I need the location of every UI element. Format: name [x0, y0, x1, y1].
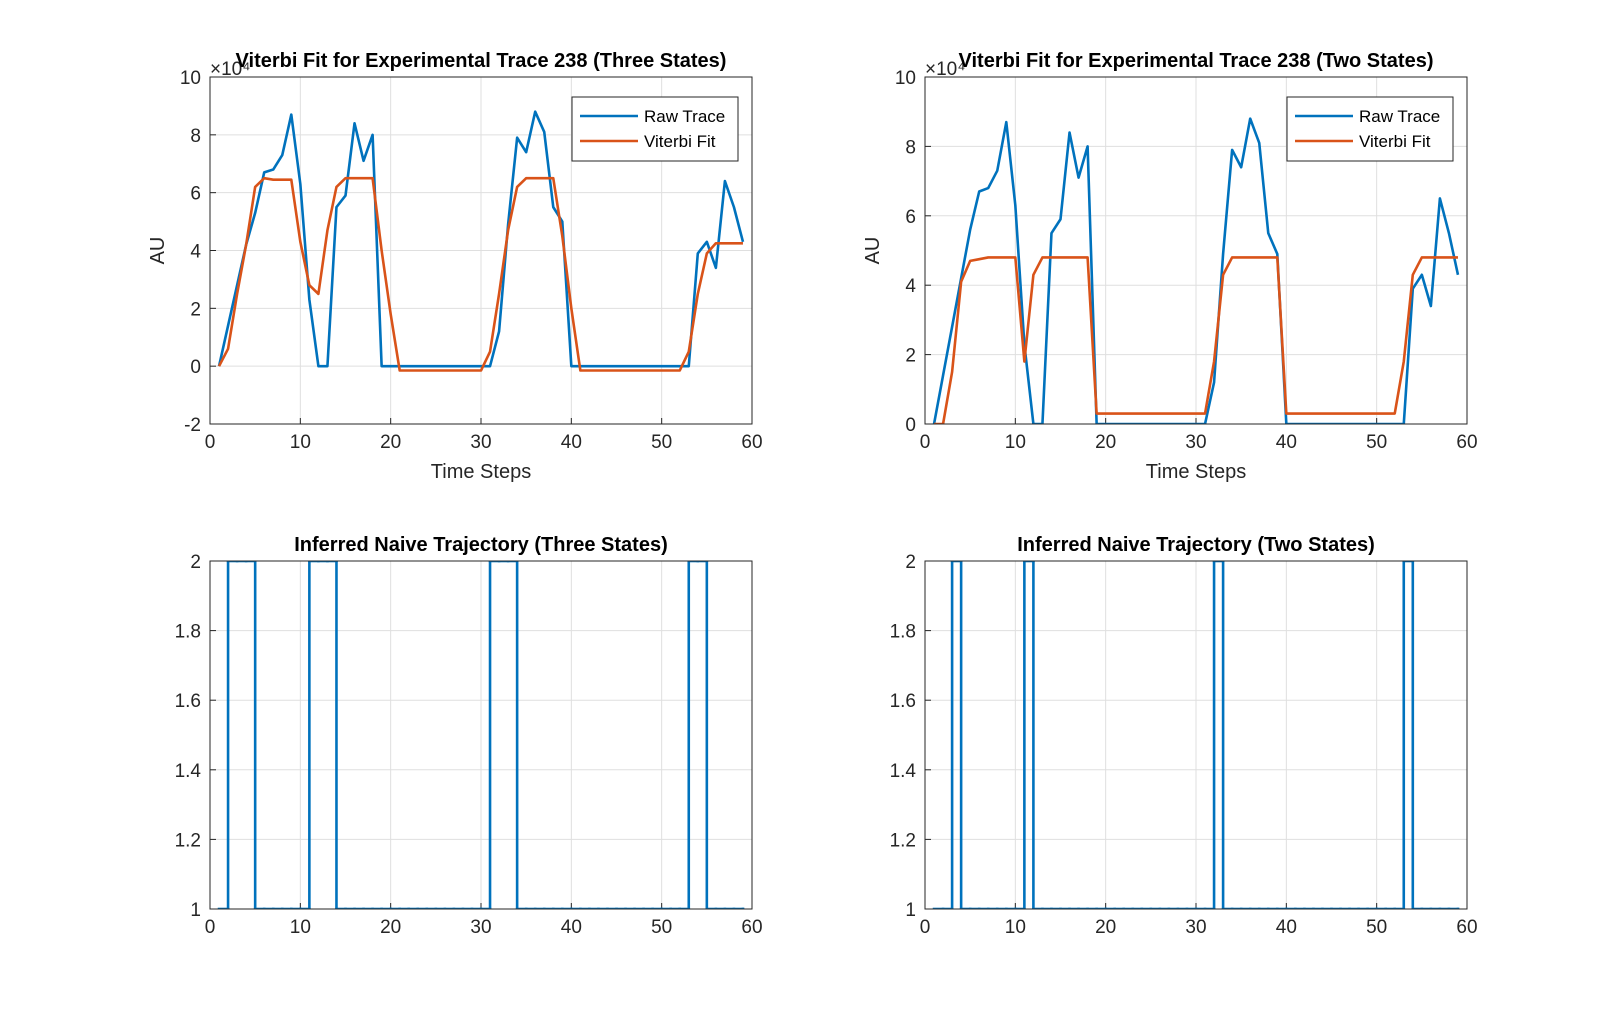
legend-label: Viterbi Fit [644, 132, 716, 151]
x-tick-label: 30 [470, 917, 491, 938]
y-axis-label: AU [147, 237, 169, 265]
x-tick-label: 0 [205, 917, 216, 938]
plot-area [217, 110, 745, 372]
y-tick-label: 2 [905, 346, 916, 367]
data-line [934, 256, 1458, 424]
y-tick-label: -2 [184, 415, 201, 436]
x-tick-label: 30 [1185, 432, 1206, 453]
y-tick-label: 10 [180, 68, 201, 89]
x-tick-label: 40 [561, 917, 582, 938]
x-tick-label: 10 [1005, 917, 1026, 938]
plot-area [217, 561, 745, 909]
y-tick-label: 2 [190, 299, 201, 320]
x-tick-label: 30 [470, 432, 491, 453]
y-exponent: ×10⁴ [210, 59, 250, 80]
y-tick-label: 1.8 [175, 622, 201, 643]
x-tick-label: 10 [290, 917, 311, 938]
x-tick-label: 60 [1456, 917, 1477, 938]
x-tick-label: 40 [1276, 917, 1297, 938]
legend-label: Raw Trace [644, 107, 725, 126]
axes-box [209, 560, 753, 910]
y-tick-label: 6 [190, 184, 201, 205]
y-tick-label: 1.4 [175, 761, 202, 782]
x-tick-label: 10 [290, 432, 311, 453]
y-tick-label: 4 [190, 242, 201, 263]
x-tick-label: 40 [1276, 432, 1297, 453]
x-tick-label: 60 [741, 432, 762, 453]
legend-box [1286, 96, 1454, 162]
axes-title: Viterbi Fit for Experimental Trace 238 (… [236, 50, 727, 72]
data-line [217, 176, 743, 372]
y-tick-label: 1.2 [175, 830, 201, 851]
y-tick-label: 1 [905, 900, 916, 921]
x-tick-label: 50 [1366, 432, 1387, 453]
x-axis-label: Time Steps [431, 461, 531, 483]
y-tick-label: 0 [905, 415, 916, 436]
y-tick-label: 1.2 [890, 830, 916, 851]
y-tick-label: 8 [905, 137, 916, 158]
legend-box [571, 96, 739, 162]
x-axis-label: Time Steps [1146, 461, 1246, 483]
y-tick-label: 1 [190, 900, 201, 921]
y-tick-label: 6 [905, 207, 916, 228]
y-tick-label: 2 [905, 552, 916, 573]
plot-area [932, 561, 1460, 909]
y-tick-label: 1.4 [890, 761, 917, 782]
plot-area [932, 117, 1460, 424]
x-tick-label: 30 [1185, 917, 1206, 938]
axes-title: Viterbi Fit for Experimental Trace 238 (… [959, 50, 1434, 72]
axes-box [924, 76, 1468, 425]
y-tick-label: 2 [190, 552, 201, 573]
x-tick-label: 50 [651, 432, 672, 453]
x-tick-label: 20 [380, 917, 401, 938]
x-tick-label: 0 [920, 917, 931, 938]
legend-label: Raw Trace [1359, 107, 1440, 126]
y-tick-label: 1.6 [175, 691, 201, 712]
axes-title: Inferred Naive Trajectory (Three States) [294, 534, 667, 556]
x-tick-label: 50 [651, 917, 672, 938]
y-tick-label: 4 [905, 276, 916, 297]
x-tick-label: 20 [380, 432, 401, 453]
y-axis-label: AU [862, 237, 884, 265]
y-exponent: ×10⁴ [925, 59, 965, 80]
x-tick-label: 50 [1366, 917, 1387, 938]
x-tick-label: 60 [741, 917, 762, 938]
data-line [932, 117, 1460, 424]
axes-box [924, 560, 1468, 910]
y-tick-label: 10 [895, 68, 916, 89]
axes-box [209, 76, 753, 425]
x-tick-label: 0 [920, 432, 931, 453]
y-tick-label: 0 [190, 357, 201, 378]
y-tick-label: 1.6 [890, 691, 916, 712]
x-tick-label: 60 [1456, 432, 1477, 453]
x-tick-label: 10 [1005, 432, 1026, 453]
data-line [217, 110, 745, 368]
x-tick-label: 20 [1095, 917, 1116, 938]
legend-label: Viterbi Fit [1359, 132, 1431, 151]
x-tick-label: 20 [1095, 432, 1116, 453]
x-tick-label: 0 [205, 432, 216, 453]
axes-title: Inferred Naive Trajectory (Two States) [1017, 534, 1375, 556]
y-tick-label: 1.8 [890, 622, 916, 643]
y-tick-label: 8 [190, 126, 201, 147]
x-tick-label: 40 [561, 432, 582, 453]
